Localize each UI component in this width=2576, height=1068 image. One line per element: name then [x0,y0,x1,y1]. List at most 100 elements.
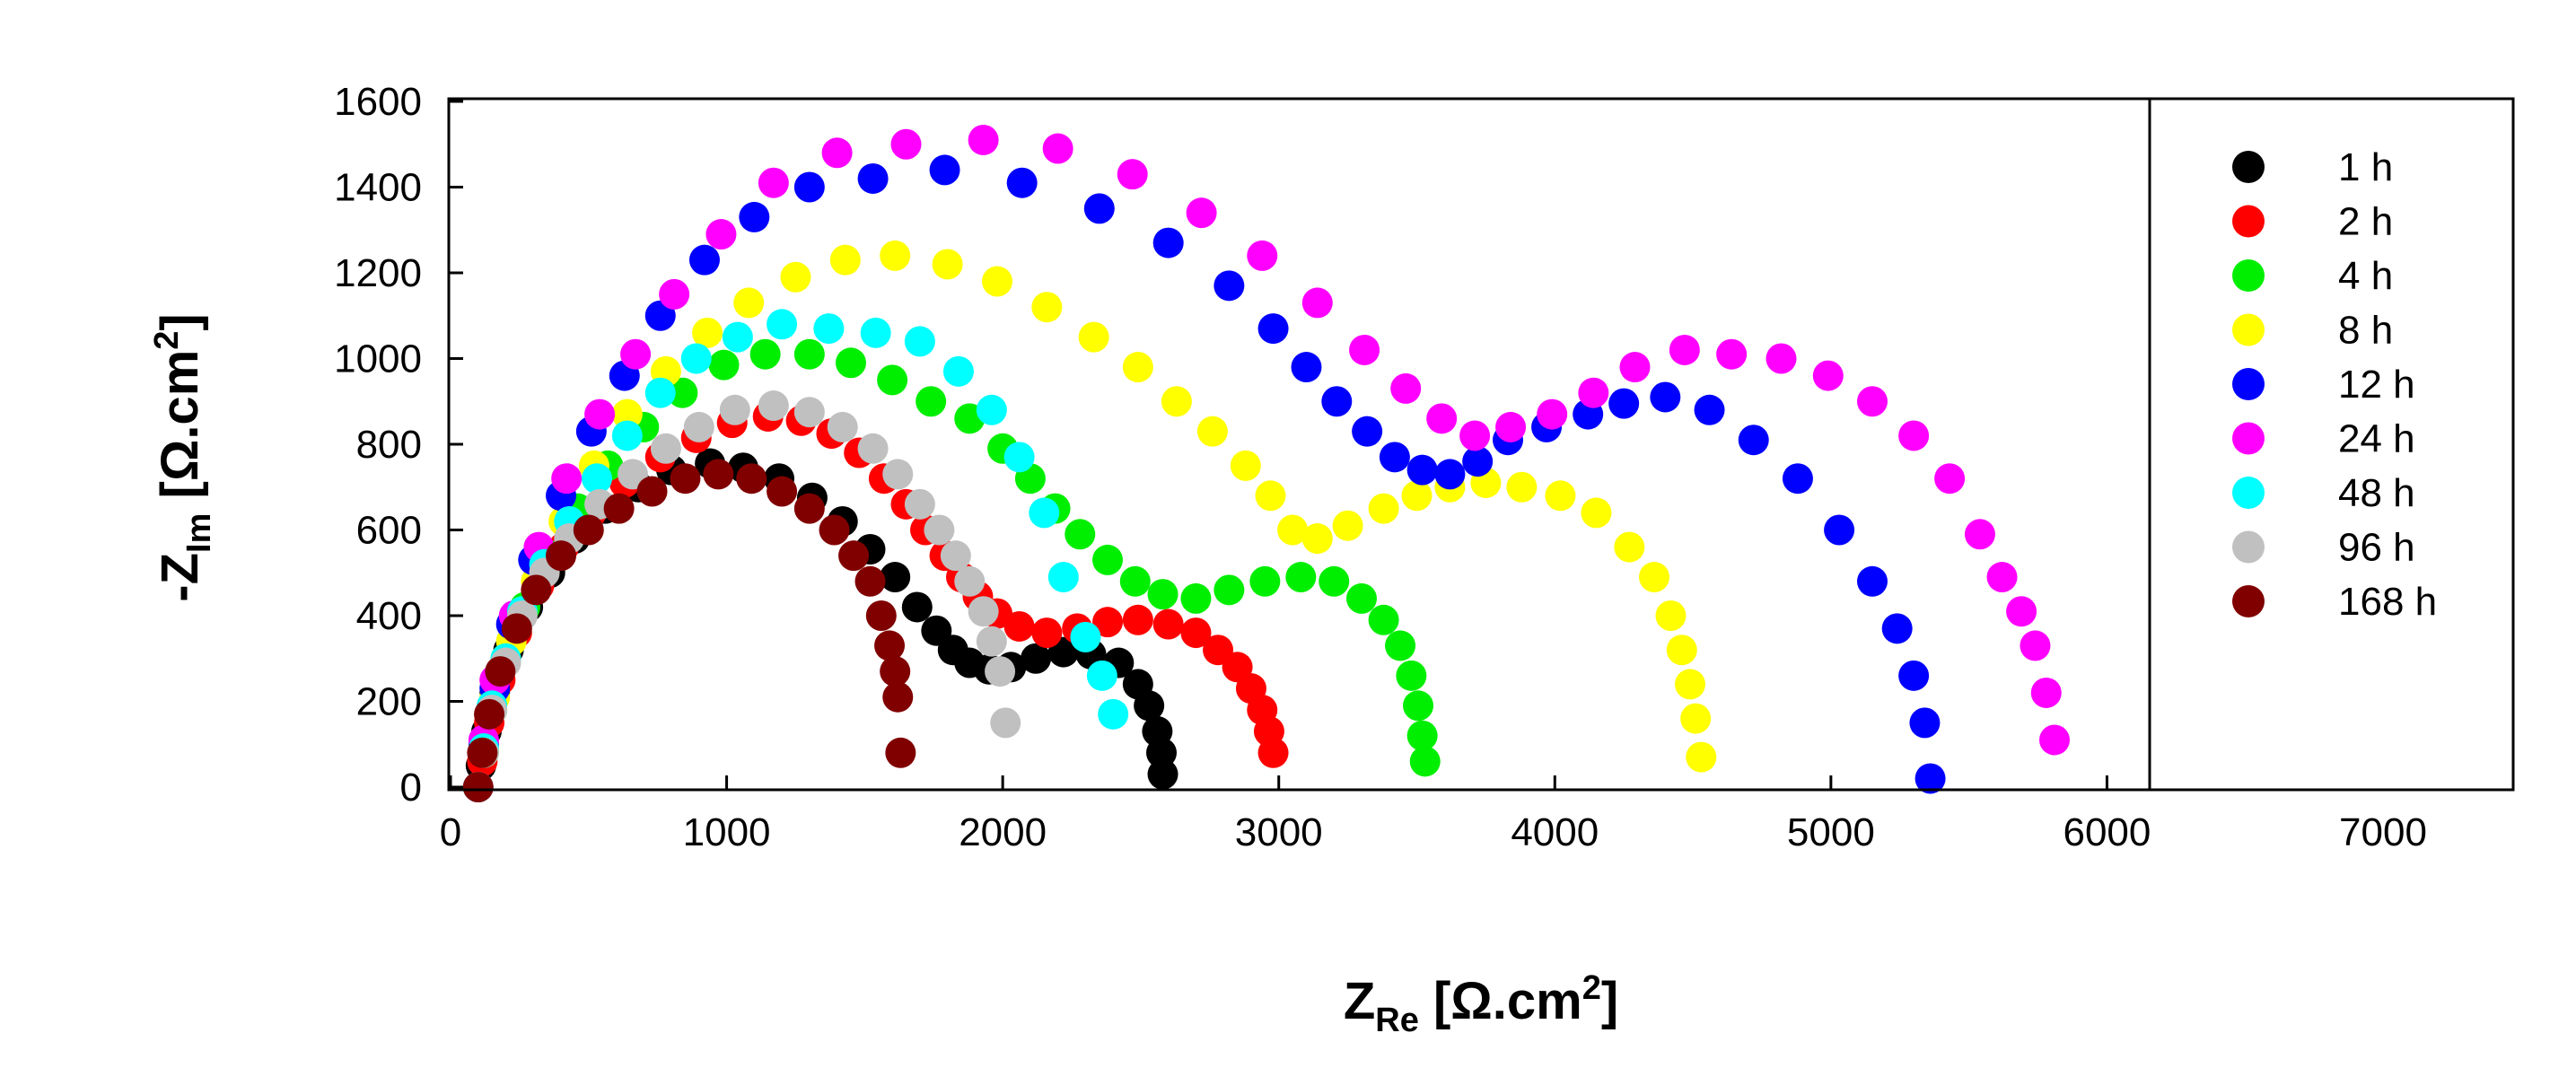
data-point [1716,338,1748,370]
legend-label: 1 h [2338,145,2393,189]
data-point [667,377,698,408]
data-point [1898,420,1930,451]
data-point [1119,565,1151,597]
legend-label: 8 h [2338,309,2393,353]
data-point [1686,741,1717,773]
data-point [1122,604,1153,635]
legend-marker [2232,205,2265,238]
data-point [1230,450,1261,481]
x-tick-label: 3000 [1235,810,1323,854]
x-tick-label: 7000 [2339,810,2427,854]
y-tick-label: 800 [356,423,422,467]
data-point [474,698,505,730]
data-point [1257,737,1289,768]
legend-label: 48 h [2338,471,2415,515]
data-point [1180,582,1212,614]
data-point [882,459,914,490]
legend-marker [2232,151,2265,183]
legend-box [2148,97,2515,792]
legend-label: 96 h [2338,526,2415,570]
data-point [793,493,825,524]
data-point [719,394,750,425]
data-point [1898,660,1930,691]
y-axis: 0 200 400 600 800 1000 1200 1400 1600 [334,80,463,810]
data-point [874,630,906,661]
x-tick-label: 0 [440,810,461,854]
x-tick-label: 5000 [1787,810,1875,854]
data-point [1406,454,1438,486]
data-point [1134,690,1165,722]
data-point [1003,442,1035,473]
data-point [1006,167,1038,198]
data-point [929,154,960,186]
data-point [758,390,789,422]
data-point [611,398,643,430]
data-point [942,355,974,387]
legend-marker [2232,530,2265,564]
data-point [1319,565,1350,597]
data-point [1881,613,1913,644]
y-tick-label: 1400 [334,166,422,210]
data-point [1403,690,1434,722]
data-point [767,309,798,340]
data-point [644,377,676,408]
data-point [758,167,789,198]
data-point [1249,565,1281,597]
data-point [954,565,986,597]
data-point [940,540,971,572]
legend-label: 2 h [2338,200,2393,244]
data-point [1285,562,1317,593]
data-point [1812,360,1844,391]
x-tick-label: 2000 [959,810,1047,854]
data-point [501,613,532,644]
data-point [1083,193,1115,224]
data-point [857,162,889,194]
legend-marker [2232,422,2265,455]
data-point [990,707,1021,739]
data-point [1385,630,1416,661]
data-point [1092,544,1124,575]
data-point [1152,608,1184,640]
data-point [736,463,767,495]
data-point [688,244,720,276]
data-point [904,326,935,357]
data-point [857,433,889,464]
data-point [821,137,853,169]
data-point [1152,227,1184,258]
data-point [1086,660,1117,691]
data-point [1349,334,1380,365]
data-point [780,261,811,293]
y-tick-label: 1200 [334,251,422,295]
series-168h [462,459,916,802]
legend-label: 168 h [2338,580,2437,624]
data-point [1680,703,1712,734]
y-tick-label: 1600 [334,80,422,124]
data-point [485,656,516,687]
x-axis: 0 1000 2000 3000 4000 5000 6000 7000 [440,775,2427,854]
data-point [1578,377,1609,408]
data-point [880,656,911,687]
data-point [1856,565,1888,597]
data-point [1537,398,1568,430]
data-point [1986,562,2018,593]
data-point [1409,746,1441,777]
data-point [2038,724,2070,756]
data-point [813,313,845,345]
data-point [1180,617,1212,649]
data-point [793,397,825,428]
data-point [1694,394,1725,425]
data-point [584,398,616,430]
legend-marker [2232,259,2265,292]
data-point [976,626,1007,657]
data-point [1608,388,1640,419]
data-point [1031,617,1063,649]
data-point [1655,600,1687,631]
y-tick-label: 200 [356,680,422,724]
data-point [860,317,891,348]
data-point [1029,497,1060,529]
data-point [1650,381,1681,413]
y-tick-label: 400 [356,594,422,638]
data-point [1934,463,1966,495]
data-point [932,249,963,280]
data-point [1021,643,1052,674]
